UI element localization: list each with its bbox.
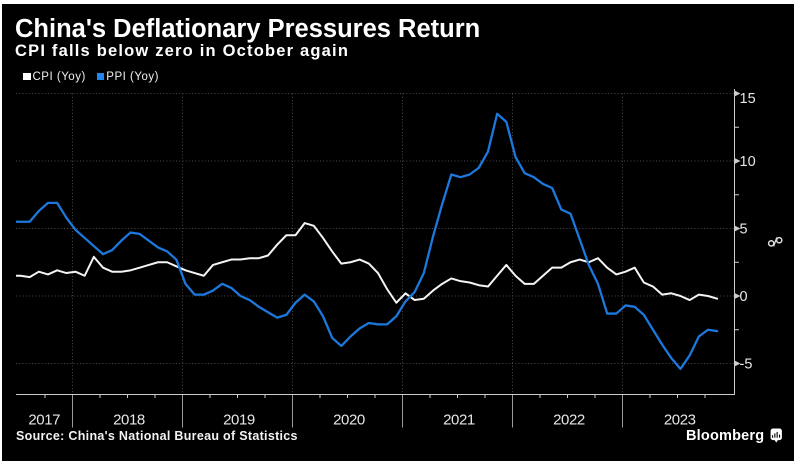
svg-text:2021: 2021 [443,412,475,429]
svg-text:-5: -5 [740,357,753,373]
svg-text:2019: 2019 [223,412,255,429]
svg-text:2022: 2022 [553,412,585,429]
svg-text:0: 0 [740,289,748,305]
svg-text:2020: 2020 [333,412,365,429]
svg-text:2018: 2018 [113,412,145,429]
svg-text:2023: 2023 [664,412,696,429]
svg-text:10: 10 [740,154,756,170]
svg-text:15: 15 [740,91,756,107]
svg-text:5: 5 [740,222,748,238]
svg-text:2017: 2017 [28,412,60,429]
